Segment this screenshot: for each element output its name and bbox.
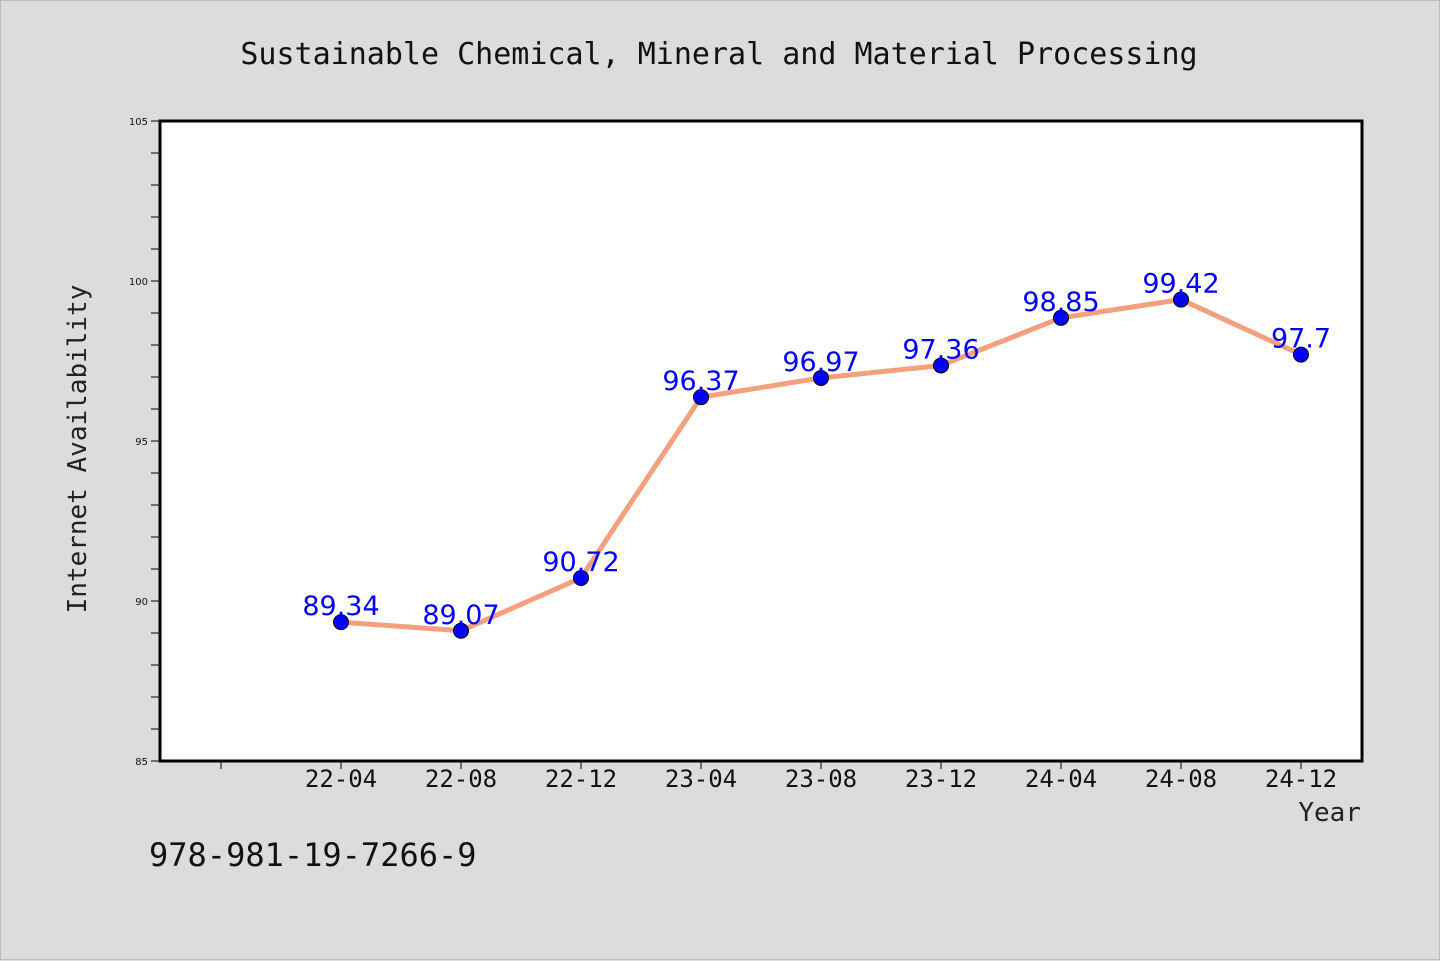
y-tick-label: 100 bbox=[129, 277, 148, 288]
x-tick-label: 22-12 bbox=[545, 765, 617, 793]
y-tick-label: 105 bbox=[129, 117, 148, 128]
data-point bbox=[1053, 309, 1069, 326]
x-tick-label: 23-04 bbox=[665, 765, 737, 793]
x-tick-label: 22-04 bbox=[305, 765, 377, 793]
data-point bbox=[813, 369, 829, 386]
data-point bbox=[333, 614, 349, 631]
series-markers bbox=[333, 291, 1309, 639]
data-point bbox=[453, 622, 469, 639]
isbn-text: 978-981-19-7266-9 bbox=[149, 836, 477, 874]
y-axis-ticks: 85 90 95 100 105 bbox=[129, 117, 160, 768]
x-axis-ticks: 22-04 22-08 22-12 23-04 23-08 23-12 24-04 24-08… bbox=[220, 761, 1337, 793]
plot-area bbox=[158, 119, 1364, 763]
x-tick-label: 23-08 bbox=[785, 765, 857, 793]
x-tick-label: 22-08 bbox=[425, 765, 497, 793]
data-point bbox=[573, 569, 589, 586]
y-tick-label: 85 bbox=[135, 757, 148, 768]
data-label: 96.97 bbox=[782, 347, 859, 378]
data-label: 90.72 bbox=[542, 547, 619, 578]
data-label: 97.7 bbox=[1271, 324, 1331, 355]
y-tick-label: 90 bbox=[135, 597, 148, 608]
y-axis-label: Internet Availability bbox=[63, 285, 93, 614]
y-tick-label: 95 bbox=[135, 437, 148, 448]
data-point bbox=[933, 357, 949, 374]
data-label: 98.85 bbox=[1022, 287, 1099, 318]
data-point bbox=[1173, 291, 1189, 308]
x-tick-label: 24-08 bbox=[1145, 765, 1217, 793]
data-label: 96.37 bbox=[662, 366, 739, 397]
x-tick-label: 24-12 bbox=[1265, 765, 1337, 793]
x-tick-label: 23-12 bbox=[905, 765, 977, 793]
data-label: 89.07 bbox=[422, 600, 499, 631]
data-labels: 89.34 89.07 90.72 96.37 96.97 97.36 98.85 99.42… bbox=[302, 269, 1331, 631]
chart-title: Sustainable Chemical, Mineral and Materi… bbox=[240, 37, 1197, 72]
data-label: 97.36 bbox=[902, 334, 979, 365]
data-label: 99.42 bbox=[1142, 269, 1219, 300]
data-point bbox=[693, 389, 709, 406]
data-label: 89.34 bbox=[302, 591, 379, 622]
x-axis-label: Year bbox=[1298, 798, 1361, 828]
data-point bbox=[1293, 346, 1309, 363]
x-tick-label: 24-04 bbox=[1025, 765, 1097, 793]
